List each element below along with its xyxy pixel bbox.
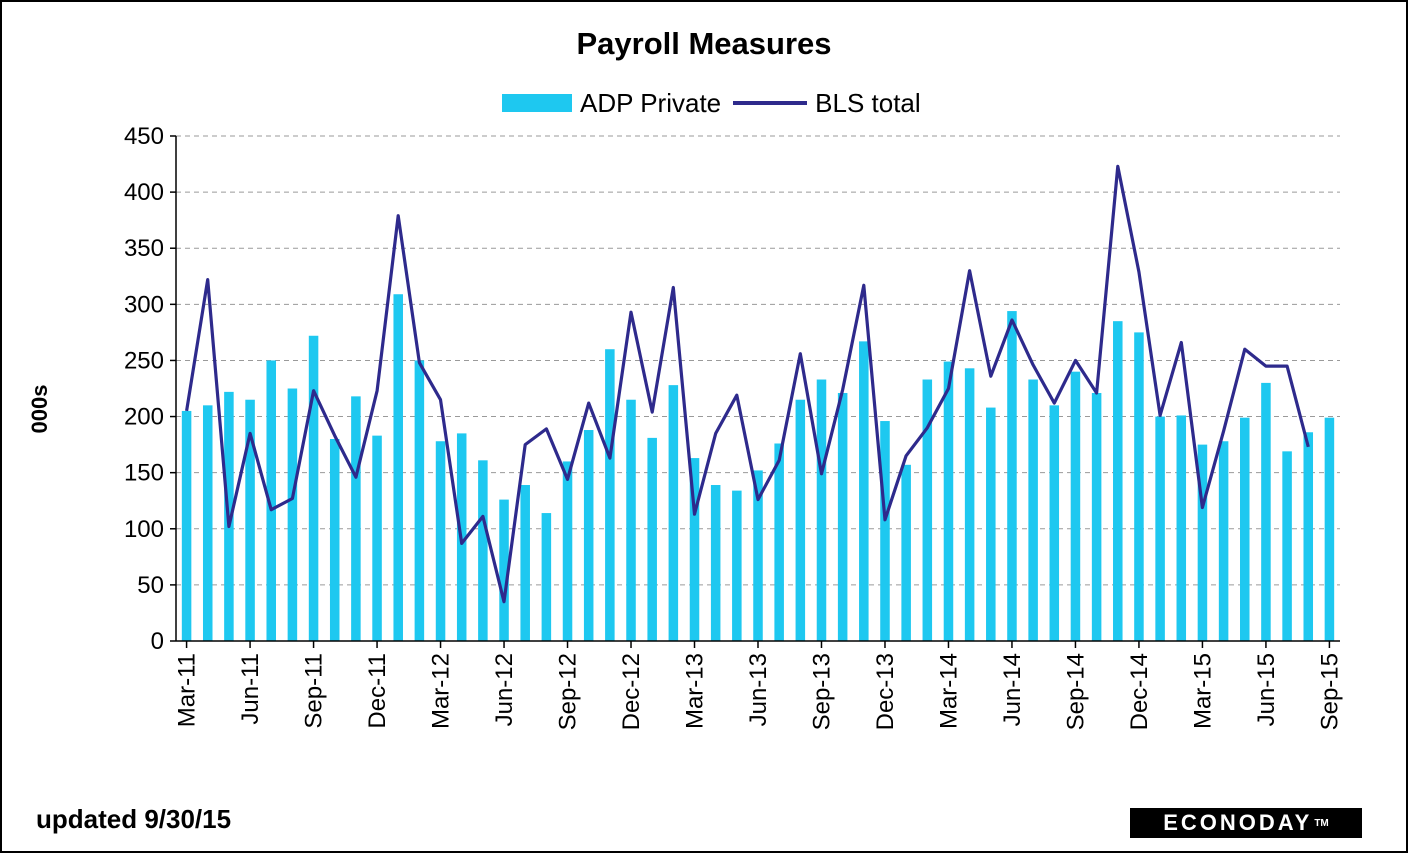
bar-adp-private [435, 441, 446, 641]
x-tick-label: Dec-14 [1126, 653, 1153, 730]
bar-adp-private [1155, 416, 1165, 641]
bar-adp-private [901, 464, 911, 641]
updated-note: updated 9/30/15 [36, 804, 232, 834]
bar-adp-private [562, 461, 573, 641]
bar-adp-private [1113, 321, 1123, 641]
bar-adp-private [520, 485, 530, 641]
legend-label-bls: BLS total [815, 87, 921, 118]
x-tick-label: Sep-15 [1316, 653, 1343, 730]
bar-adp-private [245, 399, 255, 641]
logo-text: ECONODAY [1163, 810, 1313, 835]
y-tick-label: 0 [151, 628, 164, 655]
bar-adp-private [287, 388, 298, 641]
x-tick-label: Jun-15 [1253, 653, 1280, 726]
x-tick-label: Jun-14 [999, 653, 1026, 726]
chart-title: Payroll Measures [576, 26, 832, 61]
x-tick-label: Jun-13 [745, 653, 772, 726]
logo-trademark: TM [1314, 817, 1329, 829]
bar-adp-private [329, 439, 340, 641]
chart-legend: ADP Private BLS total [502, 86, 921, 120]
bar-adp-private [943, 361, 954, 641]
y-tick-label: 250 [124, 347, 164, 374]
bar-adp-private [181, 410, 192, 641]
bar-adp-private [1218, 441, 1229, 641]
legend-swatch-adp [502, 94, 572, 112]
bar-adp-private [308, 335, 319, 641]
bar-adp-private [1176, 415, 1187, 641]
bar-adp-private [732, 490, 742, 641]
bar-adp-private [393, 294, 403, 641]
x-tick-label: Dec-11 [364, 653, 391, 729]
x-tick-label: Mar-13 [682, 653, 709, 729]
x-tick-label: Sep-14 [1062, 653, 1089, 730]
bar-adp-private [859, 341, 869, 641]
x-tick-label: Mar-15 [1189, 653, 1216, 729]
bar-adp-private [499, 499, 509, 641]
bar-adp-private [1049, 405, 1060, 641]
y-tick-label: 200 [124, 404, 164, 431]
y-tick-label: 100 [124, 516, 164, 543]
x-tick-label: Dec-13 [872, 653, 899, 730]
bar-adp-private [837, 392, 848, 641]
y-tick-label: 150 [124, 460, 164, 487]
bar-adp-private [1134, 332, 1144, 641]
y-tick-label: 400 [124, 179, 164, 206]
bar-adp-private [922, 379, 933, 641]
bar-adp-private [647, 437, 657, 641]
bar-adp-private [1282, 451, 1292, 641]
bar-adp-private [689, 458, 700, 641]
bar-adp-private [1091, 392, 1102, 641]
bar-adp-private [478, 460, 488, 641]
x-tick-label: Mar-11 [174, 653, 201, 727]
line-bls-total [185, 164, 1310, 604]
bar-adp-private [964, 368, 975, 641]
bar-adp-private [1303, 432, 1314, 641]
y-tick-label: 350 [124, 235, 164, 262]
bar-adp-private [1007, 311, 1017, 641]
econoday-logo: ECONODAY TM [1130, 808, 1362, 838]
bar-adp-private [583, 430, 594, 641]
x-tick-label: Sep-13 [808, 653, 835, 730]
bar-adp-private [710, 485, 721, 641]
y-tick-label: 300 [124, 291, 164, 318]
x-tick-label: Mar-14 [935, 653, 962, 729]
bar-adp-private [372, 435, 382, 641]
bar-adp-private [1070, 371, 1081, 641]
bar-adp-private [414, 360, 425, 641]
bar-adp-private [986, 407, 996, 641]
bar-adp-private [795, 399, 806, 641]
x-tick-label: Jun-11 [237, 653, 264, 725]
bar-adp-private [1261, 382, 1271, 641]
bar-adp-private [1324, 417, 1335, 641]
bar-adp-private [626, 399, 636, 641]
x-tick-label: Sep-11 [301, 653, 328, 729]
bar-adp-private [880, 421, 890, 641]
x-tick-label: Sep-12 [555, 653, 582, 730]
y-tick-label: 50 [137, 572, 164, 599]
bar-adp-private [668, 385, 679, 641]
x-tick-label: Mar-12 [428, 653, 455, 729]
bar-adp-private [1028, 379, 1038, 641]
bar-adp-private [1197, 444, 1208, 641]
bar-adp-private [816, 379, 827, 641]
legend-swatch-bls [733, 101, 808, 105]
bar-adp-private [541, 513, 552, 641]
legend-label-adp: ADP Private [580, 87, 722, 118]
x-tick-label: Dec-12 [618, 653, 645, 730]
bar-adp-private [1240, 417, 1250, 641]
x-tick-label: Jun-12 [491, 653, 518, 726]
y-tick-label: 450 [124, 123, 164, 150]
bar-adp-private [753, 470, 763, 641]
bar-adp-private [774, 443, 784, 641]
bar-adp-private [266, 360, 276, 641]
bar-adp-private [202, 405, 213, 641]
bar-adp-private [605, 349, 615, 641]
bar-adp-private [351, 396, 361, 641]
